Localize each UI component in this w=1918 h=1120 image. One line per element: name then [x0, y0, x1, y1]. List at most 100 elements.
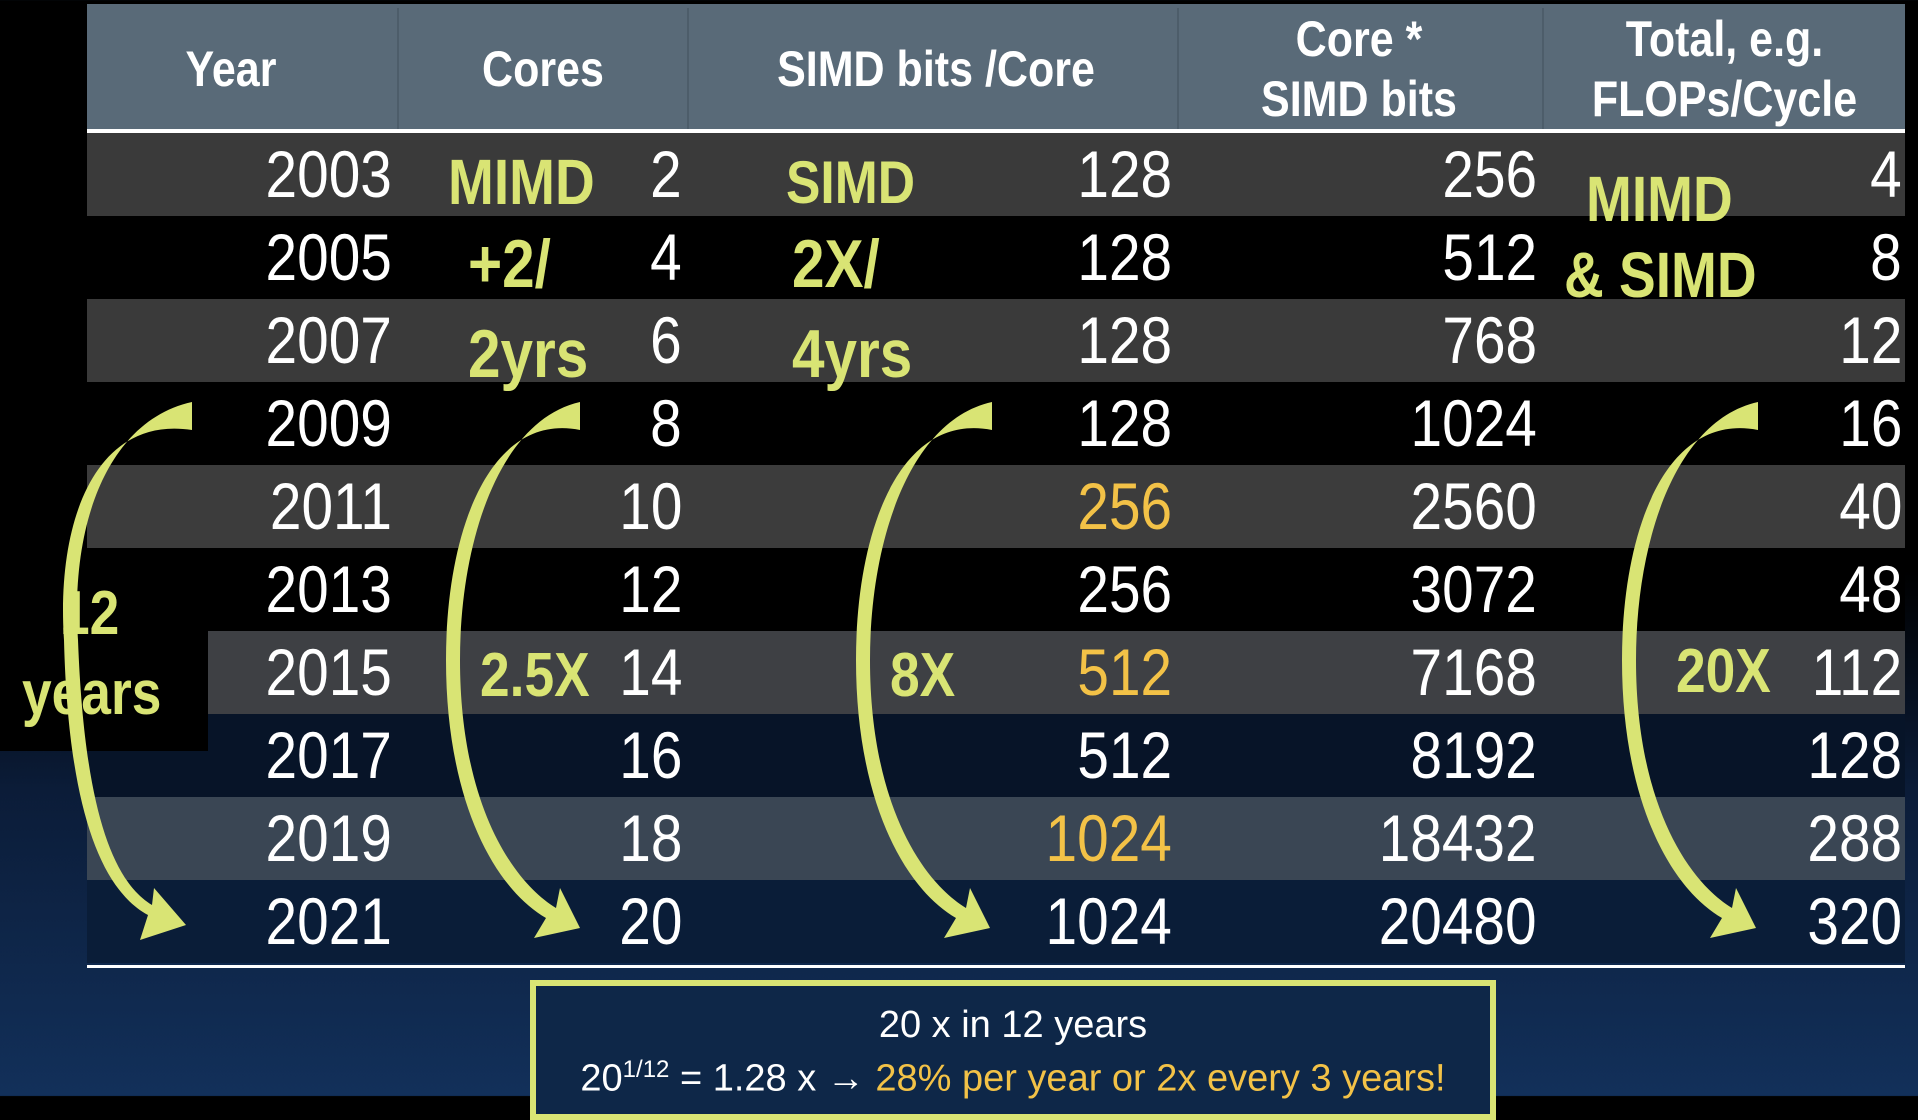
header-rule	[87, 129, 1905, 133]
simd-growth-label: 8X	[890, 641, 956, 710]
cell-core-simd: 256	[1442, 137, 1537, 211]
cell-year: 2021	[265, 884, 392, 958]
cell-year: 2017	[265, 718, 392, 792]
cell-simd-bits: 256	[1077, 552, 1172, 626]
cell-total: 40	[1838, 469, 1902, 543]
cell-core-simd: 7168	[1410, 635, 1537, 709]
summary-equals: = 1.28 x	[669, 1057, 827, 1100]
table-row: 2017 16 512 8192 128	[87, 714, 1905, 797]
table-bottom-rule	[87, 965, 1905, 968]
column-header-core-simd: Core * SIMD bits	[1261, 10, 1457, 127]
cell-year: 2011	[269, 469, 392, 543]
cell-year: 2003	[265, 137, 392, 211]
summary-line2: 201/12 = 1.28 x → 28% per year or 2x eve…	[536, 1056, 1490, 1101]
column-divider	[397, 8, 399, 133]
summary-line1: 20 x in 12 years	[878, 1004, 1148, 1046]
cell-year: 2005	[265, 220, 392, 294]
table-row: 2015 14 512 7168 112	[87, 631, 1905, 714]
cell-simd-bits: 512	[1077, 635, 1172, 709]
right-arrow-icon: →	[826, 1057, 865, 1100]
cell-total: 8	[1870, 220, 1902, 294]
cell-simd-bits: 128	[1077, 137, 1172, 211]
cell-core-simd: 20480	[1379, 884, 1537, 958]
column-divider	[1177, 8, 1179, 133]
cell-simd-bits: 512	[1077, 718, 1172, 792]
cell-year: 2019	[265, 801, 392, 875]
cell-cores: 12	[618, 552, 682, 626]
table-row: 2003 2 128 256 4	[87, 133, 1905, 216]
cell-core-simd: 18432	[1379, 801, 1537, 875]
cell-total: 4	[1870, 137, 1902, 211]
table-row: 2007 6 128 768 12	[87, 299, 1905, 382]
growth-arrows	[63, 402, 1758, 940]
cell-year: 2007	[265, 303, 392, 377]
cell-cores: 14	[618, 635, 682, 709]
cell-total: 16	[1838, 386, 1902, 460]
cell-total: 112	[1811, 635, 1902, 709]
cell-simd-bits: 128	[1077, 303, 1172, 377]
total-growth-label: 20X	[1676, 637, 1771, 706]
cell-cores: 20	[618, 884, 682, 958]
cell-year: 2013	[265, 552, 392, 626]
years-callout	[0, 563, 208, 751]
cell-cores: 8	[650, 386, 682, 460]
cell-simd-bits: 1024	[1045, 884, 1172, 958]
cell-core-simd: 2560	[1410, 469, 1537, 543]
combined-label-line2: & SIMD	[1564, 239, 1757, 311]
mimd-rate-line1: +2/	[468, 226, 551, 302]
arrow-simd	[856, 402, 992, 938]
cell-total: 48	[1838, 552, 1902, 626]
summary-base: 20	[580, 1057, 623, 1100]
simd-rate-line1: 2X/	[792, 226, 880, 302]
column-header-year: Year	[185, 40, 277, 97]
cell-core-simd: 3072	[1410, 552, 1537, 626]
cell-cores: 18	[618, 801, 682, 875]
cell-year: 2009	[265, 386, 392, 460]
mimd-rate-line2: 2yrs	[468, 316, 589, 392]
table-row: 2009 8 128 1024 16	[87, 382, 1905, 465]
cell-total: 128	[1807, 718, 1902, 792]
cell-core-simd: 768	[1442, 303, 1537, 377]
column-header-total: Total, e.g. FLOPs/Cycle	[1591, 10, 1858, 127]
simd-rate-line2: 4yrs	[792, 316, 913, 392]
cell-year: 2015	[265, 635, 392, 709]
years-word: years	[22, 659, 162, 728]
simd-label: SIMD	[786, 149, 915, 216]
summary-exponent: 1/12	[622, 1056, 670, 1083]
cell-simd-bits: 128	[1077, 220, 1172, 294]
column-header-cores: Cores	[482, 40, 604, 97]
table-row: 2005 4 128 512 8	[87, 216, 1905, 299]
arrow-total	[1622, 402, 1758, 938]
cell-total: 288	[1807, 801, 1902, 875]
combined-label-line1: MIMD	[1586, 163, 1733, 235]
cell-cores: 2	[650, 137, 682, 211]
arrow-cores	[446, 402, 580, 938]
cell-cores: 10	[618, 469, 682, 543]
table-row: 2011 10 256 2560 40	[87, 465, 1905, 548]
mimd-label: MIMD	[448, 146, 595, 218]
table-row: 2021 20 1024 20480 320	[87, 880, 1905, 963]
cell-core-simd: 8192	[1410, 718, 1537, 792]
cell-cores: 4	[650, 220, 682, 294]
cores-growth-label: 2.5X	[480, 641, 590, 710]
slide: Year Cores SIMD bits /Core Core * SIMD b…	[0, 4, 1905, 1120]
table-row: 2013 12 256 3072 48	[87, 548, 1905, 631]
cell-simd-bits: 256	[1077, 469, 1172, 543]
years-number: 12	[60, 579, 120, 648]
arrow-years	[63, 402, 193, 940]
column-header-simd-bits: SIMD bits /Core	[777, 40, 1095, 97]
table-header: Year Cores SIMD bits /Core Core * SIMD b…	[87, 4, 1905, 133]
column-divider	[687, 8, 689, 133]
cell-core-simd: 1024	[1410, 386, 1537, 460]
cell-total: 320	[1807, 884, 1902, 958]
table-row: 2019 18 1024 18432 288	[87, 797, 1905, 880]
summary-box: 20 x in 12 years 201/12 = 1.28 x → 28% p…	[530, 980, 1496, 1120]
summary-highlight: 28% per year or 2x every 3 years!	[864, 1057, 1446, 1100]
cell-total: 12	[1838, 303, 1902, 377]
cell-core-simd: 512	[1442, 220, 1537, 294]
column-divider	[1542, 8, 1544, 133]
cell-cores: 16	[618, 718, 682, 792]
cell-simd-bits: 1024	[1045, 801, 1172, 875]
cell-cores: 6	[650, 303, 682, 377]
cell-simd-bits: 128	[1077, 386, 1172, 460]
